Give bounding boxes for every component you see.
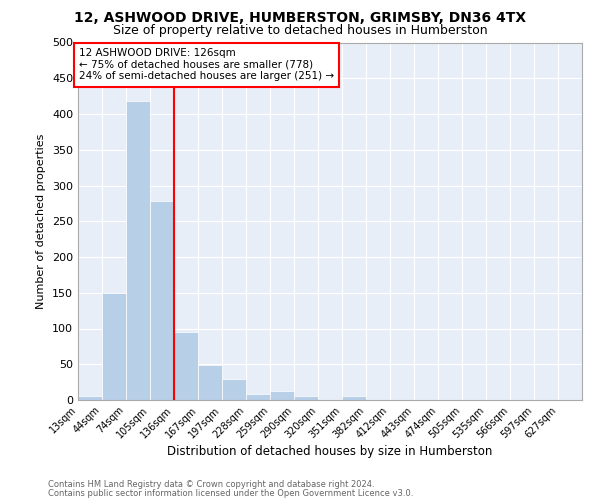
X-axis label: Distribution of detached houses by size in Humberston: Distribution of detached houses by size … [167,446,493,458]
Y-axis label: Number of detached properties: Number of detached properties [37,134,46,309]
Bar [78,396,102,400]
Bar [199,365,222,400]
Text: 12, ASHWOOD DRIVE, HUMBERSTON, GRIMSBY, DN36 4TX: 12, ASHWOOD DRIVE, HUMBERSTON, GRIMSBY, … [74,11,526,25]
Bar [295,396,318,400]
Bar [174,332,199,400]
Bar [150,201,174,400]
Bar [222,380,246,400]
Text: Contains public sector information licensed under the Open Government Licence v3: Contains public sector information licen… [48,488,413,498]
Bar [102,293,125,400]
Text: Size of property relative to detached houses in Humberston: Size of property relative to detached ho… [113,24,487,37]
Text: 12 ASHWOOD DRIVE: 126sqm
← 75% of detached houses are smaller (778)
24% of semi-: 12 ASHWOOD DRIVE: 126sqm ← 75% of detach… [79,48,334,82]
Text: Contains HM Land Registry data © Crown copyright and database right 2024.: Contains HM Land Registry data © Crown c… [48,480,374,489]
Bar [125,101,150,400]
Bar [342,396,367,400]
Bar [270,392,295,400]
Bar [246,394,270,400]
